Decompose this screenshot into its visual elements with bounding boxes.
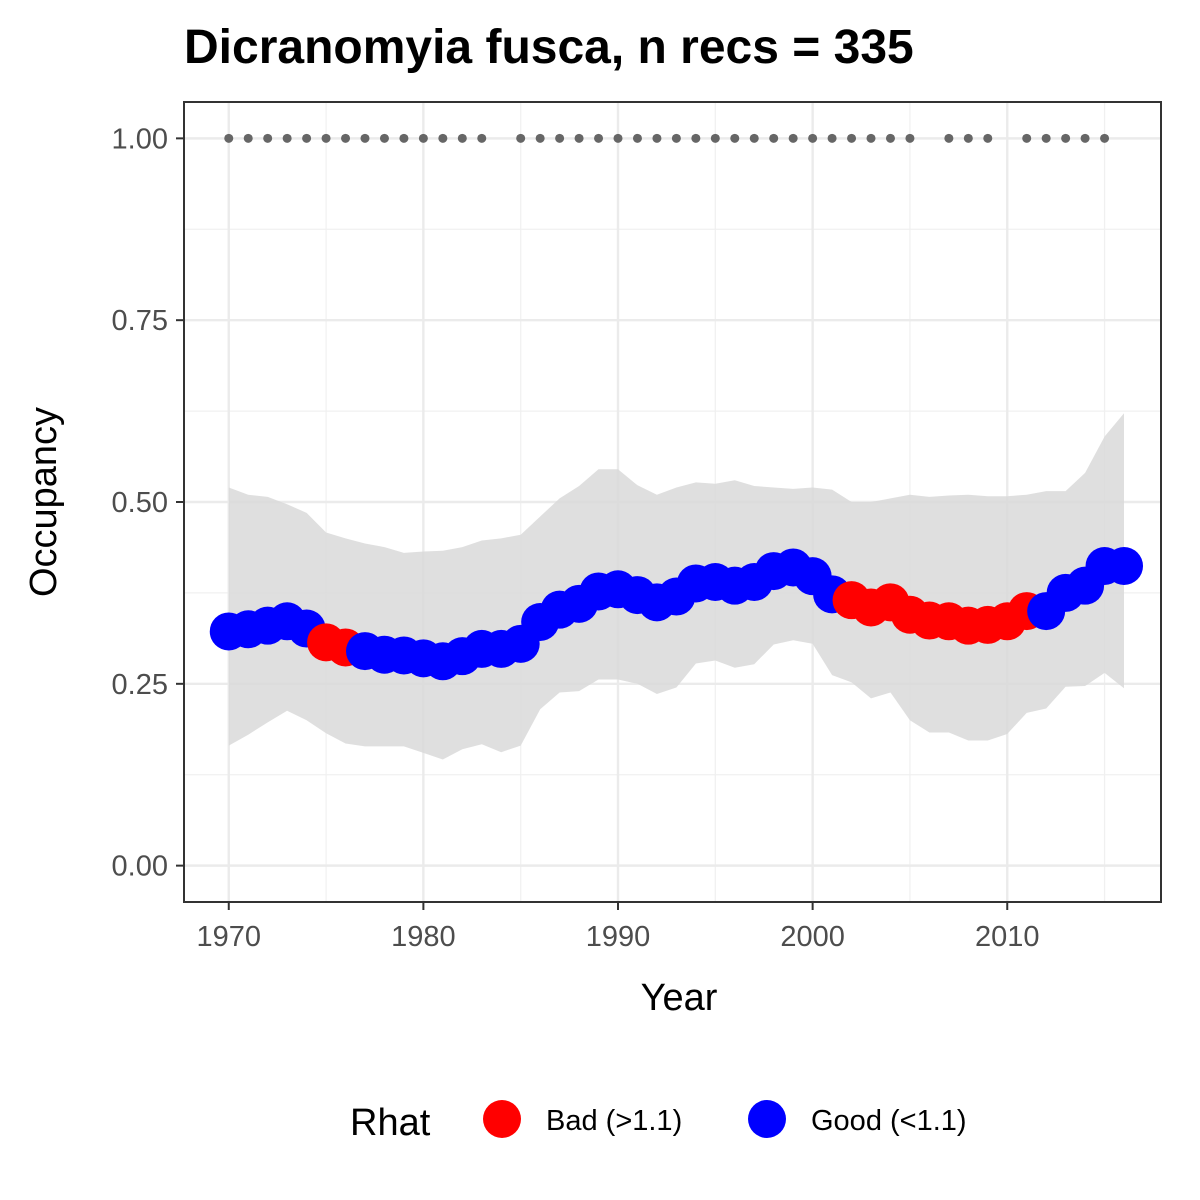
legend-key-good [748, 1100, 786, 1138]
record-year-dot [594, 133, 604, 143]
y-axis-title: Occupancy [23, 407, 65, 597]
record-year-dot [1041, 133, 1051, 143]
y-tick-label: 0.75 [112, 305, 168, 337]
record-year-dot [302, 133, 312, 143]
record-year-dot [788, 133, 798, 143]
x-axis-title: Year [641, 977, 718, 1019]
record-year-dot [516, 133, 526, 143]
x-tick-label: 1970 [197, 921, 262, 953]
record-year-dot [905, 133, 915, 143]
occupancy-points [209, 547, 1144, 681]
record-year-dot [1080, 133, 1090, 143]
record-year-dot [1022, 133, 1032, 143]
y-axis: 0.00 0.25 0.50 0.75 1.00 [112, 123, 184, 883]
record-year-dot [613, 133, 623, 143]
record-year-dot [847, 133, 857, 143]
record-year-dot [983, 133, 993, 143]
record-year-dot [710, 133, 720, 143]
record-year-dot [652, 133, 662, 143]
record-year-dot [282, 133, 292, 143]
record-year-dot [730, 133, 740, 143]
x-tick-label: 2000 [780, 921, 845, 953]
record-year-dot [379, 133, 389, 143]
record-year-dot [808, 133, 818, 143]
record-year-dot [691, 133, 701, 143]
record-year-dot [574, 133, 584, 143]
record-year-dot [749, 133, 759, 143]
record-year-dot [477, 133, 487, 143]
record-year-dot [632, 133, 642, 143]
record-year-dot [944, 133, 954, 143]
y-tick-label: 1.00 [112, 123, 168, 155]
occupancy-point-good [1105, 547, 1144, 585]
y-tick-label: 0.50 [112, 487, 168, 519]
x-axis: 1970 1980 1990 2000 2010 [197, 902, 1040, 953]
record-year-dot [243, 133, 253, 143]
chart-title: Dicranomyia fusca, n recs = 335 [184, 21, 914, 74]
record-year-dot [224, 133, 234, 143]
record-year-dot [885, 133, 895, 143]
legend-label-good: Good (<1.1) [811, 1105, 967, 1137]
record-year-dot [555, 133, 565, 143]
record-year-dot [1061, 133, 1071, 143]
x-tick-label: 1990 [586, 921, 651, 953]
x-tick-label: 2010 [975, 921, 1040, 953]
record-year-dot [360, 133, 370, 143]
record-year-dot [341, 133, 351, 143]
record-year-dot [321, 133, 331, 143]
record-year-dot [671, 133, 681, 143]
record-year-dot [866, 133, 876, 143]
record-year-dot [535, 133, 545, 143]
y-tick-label: 0.25 [112, 669, 168, 701]
record-year-dot [1100, 133, 1110, 143]
legend: Rhat Bad (>1.1) Good (<1.1) [350, 1100, 967, 1144]
legend-key-bad [483, 1100, 521, 1138]
x-tick-label: 1980 [391, 921, 456, 953]
y-tick-label: 0.00 [112, 851, 168, 883]
record-year-dot [963, 133, 973, 143]
record-year-dot [769, 133, 779, 143]
record-year-dots [224, 133, 1110, 143]
record-year-dot [399, 133, 409, 143]
record-year-dot [457, 133, 467, 143]
record-year-dot [827, 133, 837, 143]
legend-label-bad: Bad (>1.1) [546, 1105, 682, 1137]
legend-title: Rhat [350, 1102, 431, 1144]
record-year-dot [263, 133, 273, 143]
record-year-dot [418, 133, 428, 143]
record-year-dot [438, 133, 448, 143]
